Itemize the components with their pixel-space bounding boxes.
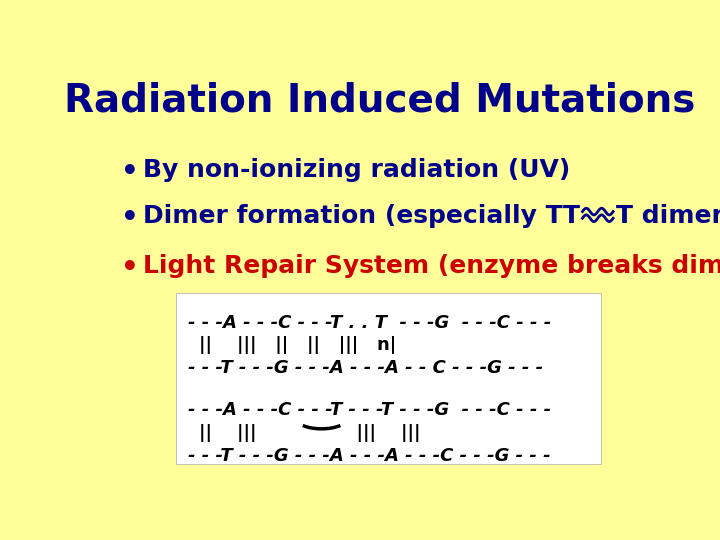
Text: By non-ionizing radiation (UV): By non-ionizing radiation (UV) xyxy=(143,158,570,183)
Text: - - -A - - -C - - -T . . T  - - -G  - - -C - - -: - - -A - - -C - - -T . . T - - -G - - -C… xyxy=(188,314,551,332)
Text: ||    |||                |||    |||: || ||| ||| ||| xyxy=(199,424,420,442)
Text: T: T xyxy=(562,204,580,228)
Text: - - -A - - -C - - -T - - -T - - -G  - - -C - - -: - - -A - - -C - - -T - - -T - - -G - - -… xyxy=(188,401,551,419)
Text: •: • xyxy=(121,254,138,282)
Text: - - -T - - -G - - -A - - -A - - C - - -G - - -: - - -T - - -G - - -A - - -A - - C - - -G… xyxy=(188,359,543,377)
Text: Dimer formation (especially T: Dimer formation (especially T xyxy=(143,204,562,228)
Text: ||    |||   ||   ||   |||   n|: || ||| || || ||| n| xyxy=(199,336,396,354)
Text: - - -T - - -G - - -A - - -A - - -C - - -G - - -: - - -T - - -G - - -A - - -A - - -C - - -… xyxy=(188,447,550,464)
Text: •: • xyxy=(121,158,138,186)
FancyBboxPatch shape xyxy=(176,294,600,464)
Text: Light Repair System (enzyme breaks dimers): Light Repair System (enzyme breaks dimer… xyxy=(143,254,720,278)
Text: T dimers): T dimers) xyxy=(616,204,720,228)
Text: Radiation Induced Mutations: Radiation Induced Mutations xyxy=(65,82,696,119)
Text: •: • xyxy=(121,204,138,232)
